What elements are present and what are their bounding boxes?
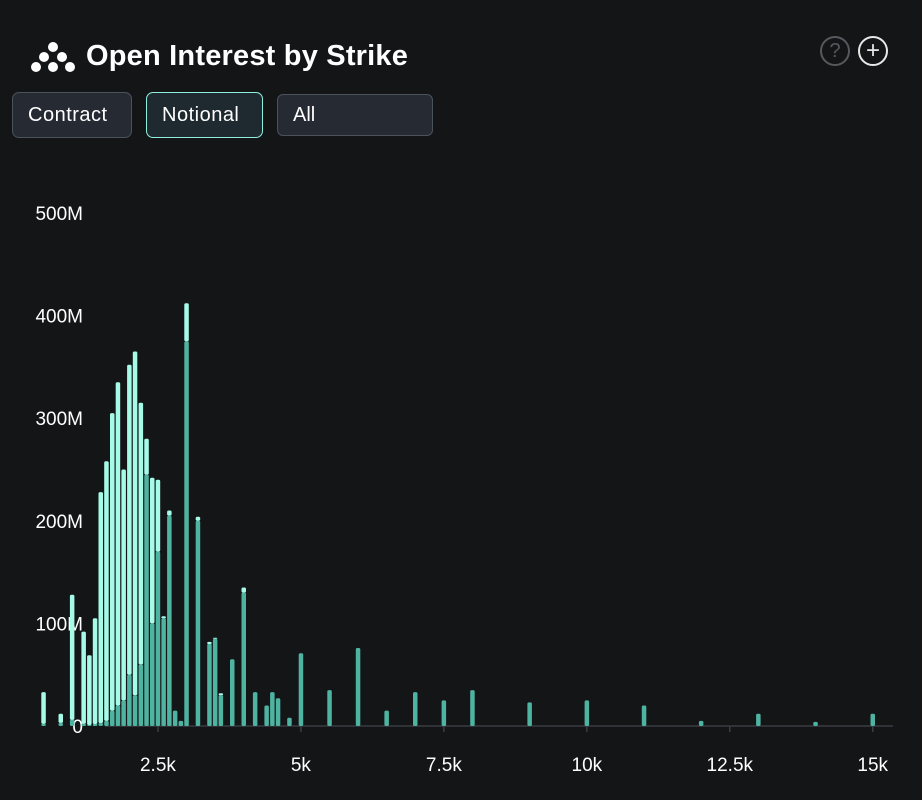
y-tick-label: 100M [35,614,83,635]
bar-top-segment[interactable] [98,492,104,723]
bar-top-segment[interactable] [218,693,224,696]
bar-base-segment[interactable] [110,710,115,726]
bar-base-segment[interactable] [150,623,155,726]
bar-top-segment[interactable] [110,413,115,711]
bar-base-segment[interactable] [87,725,92,726]
bar-base-segment[interactable] [195,520,201,726]
chart-header: Open Interest by Strike [30,36,408,76]
bar-base-segment[interactable] [270,692,275,726]
bar-base-segment[interactable] [641,705,647,727]
bar-base-segment[interactable] [384,710,389,726]
bar-top-segment[interactable] [115,382,121,706]
bar-top-segment[interactable] [150,477,155,624]
bar-base-segment[interactable] [132,695,138,726]
bar-top-segment[interactable] [212,637,218,639]
header-actions: ? + [820,36,888,66]
bar-base-segment[interactable] [698,720,704,726]
bar-base-segment[interactable] [161,618,166,726]
bar-top-segment[interactable] [195,516,201,521]
contract-label: Contract [28,103,108,126]
y-tick-label: 0 [72,717,83,738]
bar-top-segment[interactable] [161,616,166,619]
bar-base-segment[interactable] [98,722,104,726]
bar-base-segment[interactable] [115,705,121,727]
bar-top-segment[interactable] [69,594,75,720]
bar-base-segment[interactable] [413,692,418,726]
bar-base-segment[interactable] [584,700,590,726]
plus-circle-icon[interactable]: + [858,36,888,66]
bar-base-segment[interactable] [41,723,46,726]
x-tick-label: 10k [572,755,603,776]
bar-base-segment[interactable] [470,690,475,726]
bar-base-segment[interactable] [81,723,86,726]
bar-base-segment[interactable] [127,674,132,726]
bar-base-segment[interactable] [172,710,178,726]
bar-top-segment[interactable] [144,438,149,475]
bar-base-segment[interactable] [92,723,98,726]
bar-base-segment[interactable] [104,720,109,726]
chart-title: Open Interest by Strike [86,39,409,72]
bar-top-segment[interactable] [41,692,46,724]
chart-controls: Contract Notional All [12,92,433,138]
bar-base-segment[interactable] [144,474,149,726]
filter-value: All [293,103,316,126]
bar-top-segment[interactable] [127,364,132,675]
bar-base-segment[interactable] [178,720,184,726]
x-tick-label: 5k [291,755,312,776]
bar-base-segment[interactable] [155,551,161,726]
bar-base-segment[interactable] [121,700,126,726]
bar-base-segment[interactable] [327,690,332,726]
y-tick-label: 500M [35,204,83,225]
bar-base-segment[interactable] [287,717,292,726]
contract-toggle-button[interactable]: Contract [12,92,132,138]
bar-base-segment[interactable] [275,698,281,726]
bar-base-segment[interactable] [138,664,144,726]
bar-base-segment[interactable] [355,648,361,726]
bar-base-segment[interactable] [298,653,304,726]
bar-top-segment[interactable] [132,351,138,696]
question-circle-icon[interactable]: ? [820,36,850,66]
bar-base-segment[interactable] [264,705,269,727]
bar-base-segment[interactable] [167,515,172,726]
y-tick-label: 400M [35,307,83,328]
bar-base-segment[interactable] [870,713,876,726]
bar-top-segment[interactable] [104,461,109,721]
notional-label: Notional [162,103,240,126]
dots-logo-icon [31,42,75,72]
bar-base-segment[interactable] [230,659,235,726]
bar-base-segment[interactable] [441,700,447,726]
x-tick-label: 7.5k [426,755,462,776]
bar-top-segment[interactable] [92,618,98,724]
bar-top-segment[interactable] [184,303,189,342]
bar-top-segment[interactable] [58,713,64,723]
bar-top-segment[interactable] [167,510,172,516]
y-tick-label: 300M [35,409,83,430]
x-tick-label: 2.5k [140,755,176,776]
bar-base-segment[interactable] [58,722,64,726]
bar-top-segment[interactable] [121,469,126,701]
bar-base-segment[interactable] [218,695,224,726]
bar-base-segment[interactable] [207,643,212,726]
bar-base-segment[interactable] [527,702,532,726]
bar-top-segment[interactable] [81,631,86,724]
bar-top-segment[interactable] [87,655,92,725]
bar-base-segment[interactable] [813,721,818,726]
bar-top-segment[interactable] [241,587,247,593]
bar-base-segment[interactable] [241,592,247,726]
bar-base-segment[interactable] [69,719,75,726]
expiry-filter-select[interactable]: All [277,94,433,136]
notional-toggle-button[interactable]: Notional [146,92,263,138]
y-tick-label: 200M [35,512,83,533]
x-tick-label: 12.5k [707,755,754,776]
bar-top-segment[interactable] [207,641,212,644]
bar-base-segment[interactable] [212,638,218,726]
bar-base-segment[interactable] [184,341,189,727]
bar-base-segment[interactable] [252,692,258,726]
x-tick-label: 15k [857,755,888,776]
bar-top-segment[interactable] [138,402,144,665]
bar-base-segment[interactable] [756,713,761,726]
bar-top-segment[interactable] [155,479,161,552]
